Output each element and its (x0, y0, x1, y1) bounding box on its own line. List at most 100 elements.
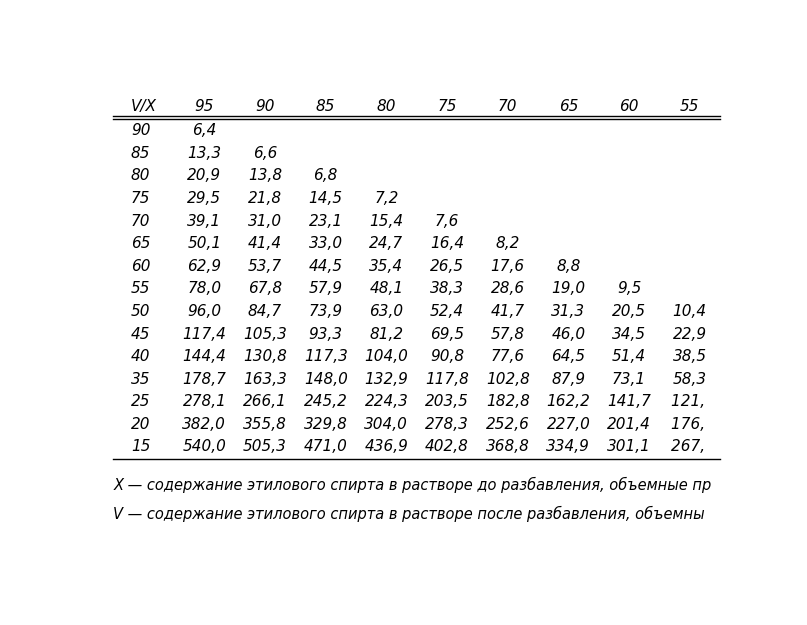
Text: 17,6: 17,6 (491, 259, 525, 274)
Text: 57,9: 57,9 (308, 281, 343, 296)
Text: 163,3: 163,3 (243, 372, 287, 387)
Text: 7,6: 7,6 (435, 214, 459, 229)
Text: 102,8: 102,8 (486, 372, 529, 387)
Text: 90: 90 (255, 99, 275, 114)
Text: 278,3: 278,3 (425, 417, 469, 432)
Text: 31,3: 31,3 (551, 304, 585, 319)
Text: 182,8: 182,8 (486, 394, 529, 409)
Text: 90,8: 90,8 (430, 349, 464, 364)
Text: 40: 40 (131, 349, 150, 364)
Text: 6,4: 6,4 (192, 123, 216, 138)
Text: 402,8: 402,8 (425, 439, 469, 454)
Text: 52,4: 52,4 (430, 304, 464, 319)
Text: 75: 75 (437, 99, 457, 114)
Text: 44,5: 44,5 (308, 259, 343, 274)
Text: 24,7: 24,7 (370, 236, 404, 251)
Text: 96,0: 96,0 (187, 304, 221, 319)
Text: 78,0: 78,0 (187, 281, 221, 296)
Text: 64,5: 64,5 (551, 349, 585, 364)
Text: V — содержание этилового спирта в растворе после разбавления, объемны: V — содержание этилового спирта в раство… (113, 506, 705, 522)
Text: 334,9: 334,9 (546, 439, 590, 454)
Text: 35: 35 (131, 372, 150, 387)
Text: 60: 60 (619, 99, 639, 114)
Text: 6,8: 6,8 (314, 169, 338, 184)
Text: 176,: 176, (671, 417, 709, 432)
Text: V/X: V/X (131, 99, 157, 114)
Text: 117,8: 117,8 (425, 372, 469, 387)
Text: 301,1: 301,1 (607, 439, 651, 454)
Text: 15,4: 15,4 (370, 214, 404, 229)
Text: 16,4: 16,4 (430, 236, 464, 251)
Text: 23,1: 23,1 (308, 214, 343, 229)
Text: 65: 65 (558, 99, 578, 114)
Text: 75: 75 (131, 191, 150, 206)
Text: 20: 20 (131, 417, 150, 432)
Text: 117,4: 117,4 (182, 326, 226, 341)
Text: 28,6: 28,6 (491, 281, 525, 296)
Text: 81,2: 81,2 (370, 326, 404, 341)
Text: 13,3: 13,3 (187, 146, 221, 161)
Text: 38,3: 38,3 (430, 281, 464, 296)
Text: 31,0: 31,0 (248, 214, 282, 229)
Text: 85: 85 (316, 99, 336, 114)
Text: 29,5: 29,5 (187, 191, 221, 206)
Text: 162,2: 162,2 (546, 394, 590, 409)
Text: 48,1: 48,1 (370, 281, 404, 296)
Text: 50: 50 (131, 304, 150, 319)
Text: 368,8: 368,8 (486, 439, 529, 454)
Text: 39,1: 39,1 (187, 214, 221, 229)
Text: 45: 45 (131, 326, 150, 341)
Text: 10,4: 10,4 (673, 304, 707, 319)
Text: 7,2: 7,2 (374, 191, 399, 206)
Text: 85: 85 (131, 146, 150, 161)
Text: 46,0: 46,0 (551, 326, 585, 341)
Text: 130,8: 130,8 (243, 349, 287, 364)
Text: 69,5: 69,5 (430, 326, 464, 341)
Text: 436,9: 436,9 (365, 439, 408, 454)
Text: 26,5: 26,5 (430, 259, 464, 274)
Text: 55: 55 (131, 281, 150, 296)
Text: 80: 80 (377, 99, 396, 114)
Text: 8,8: 8,8 (556, 259, 580, 274)
Text: 90: 90 (131, 123, 150, 138)
Text: 84,7: 84,7 (248, 304, 282, 319)
Text: 329,8: 329,8 (303, 417, 348, 432)
Text: 471,0: 471,0 (303, 439, 348, 454)
Text: 121,: 121, (671, 394, 709, 409)
Text: 70: 70 (131, 214, 150, 229)
Text: 38,5: 38,5 (673, 349, 707, 364)
Text: 201,4: 201,4 (607, 417, 651, 432)
Text: 73,9: 73,9 (308, 304, 343, 319)
Text: 148,0: 148,0 (303, 372, 348, 387)
Text: 62,9: 62,9 (187, 259, 221, 274)
Text: 14,5: 14,5 (308, 191, 343, 206)
Text: 77,6: 77,6 (491, 349, 525, 364)
Text: 104,0: 104,0 (365, 349, 408, 364)
Text: 278,1: 278,1 (182, 394, 226, 409)
Text: 540,0: 540,0 (182, 439, 226, 454)
Text: 144,4: 144,4 (182, 349, 226, 364)
Text: 266,1: 266,1 (243, 394, 287, 409)
Text: 252,6: 252,6 (486, 417, 529, 432)
Text: 105,3: 105,3 (243, 326, 287, 341)
Text: 8,2: 8,2 (495, 236, 520, 251)
Text: 57,8: 57,8 (491, 326, 525, 341)
Text: 93,3: 93,3 (308, 326, 343, 341)
Text: 63,0: 63,0 (370, 304, 404, 319)
Text: 19,0: 19,0 (551, 281, 585, 296)
Text: 203,5: 203,5 (425, 394, 469, 409)
Text: 6,6: 6,6 (253, 146, 278, 161)
Text: 95: 95 (194, 99, 214, 114)
Text: 13,8: 13,8 (248, 169, 282, 184)
Text: 355,8: 355,8 (243, 417, 287, 432)
Text: 21,8: 21,8 (248, 191, 282, 206)
Text: 67,8: 67,8 (248, 281, 282, 296)
Text: 117,3: 117,3 (303, 349, 348, 364)
Text: 80: 80 (131, 169, 150, 184)
Text: 34,5: 34,5 (612, 326, 646, 341)
Text: 73,1: 73,1 (612, 372, 646, 387)
Text: 304,0: 304,0 (365, 417, 408, 432)
Text: 53,7: 53,7 (248, 259, 282, 274)
Text: 70: 70 (498, 99, 517, 114)
Text: 132,9: 132,9 (365, 372, 408, 387)
